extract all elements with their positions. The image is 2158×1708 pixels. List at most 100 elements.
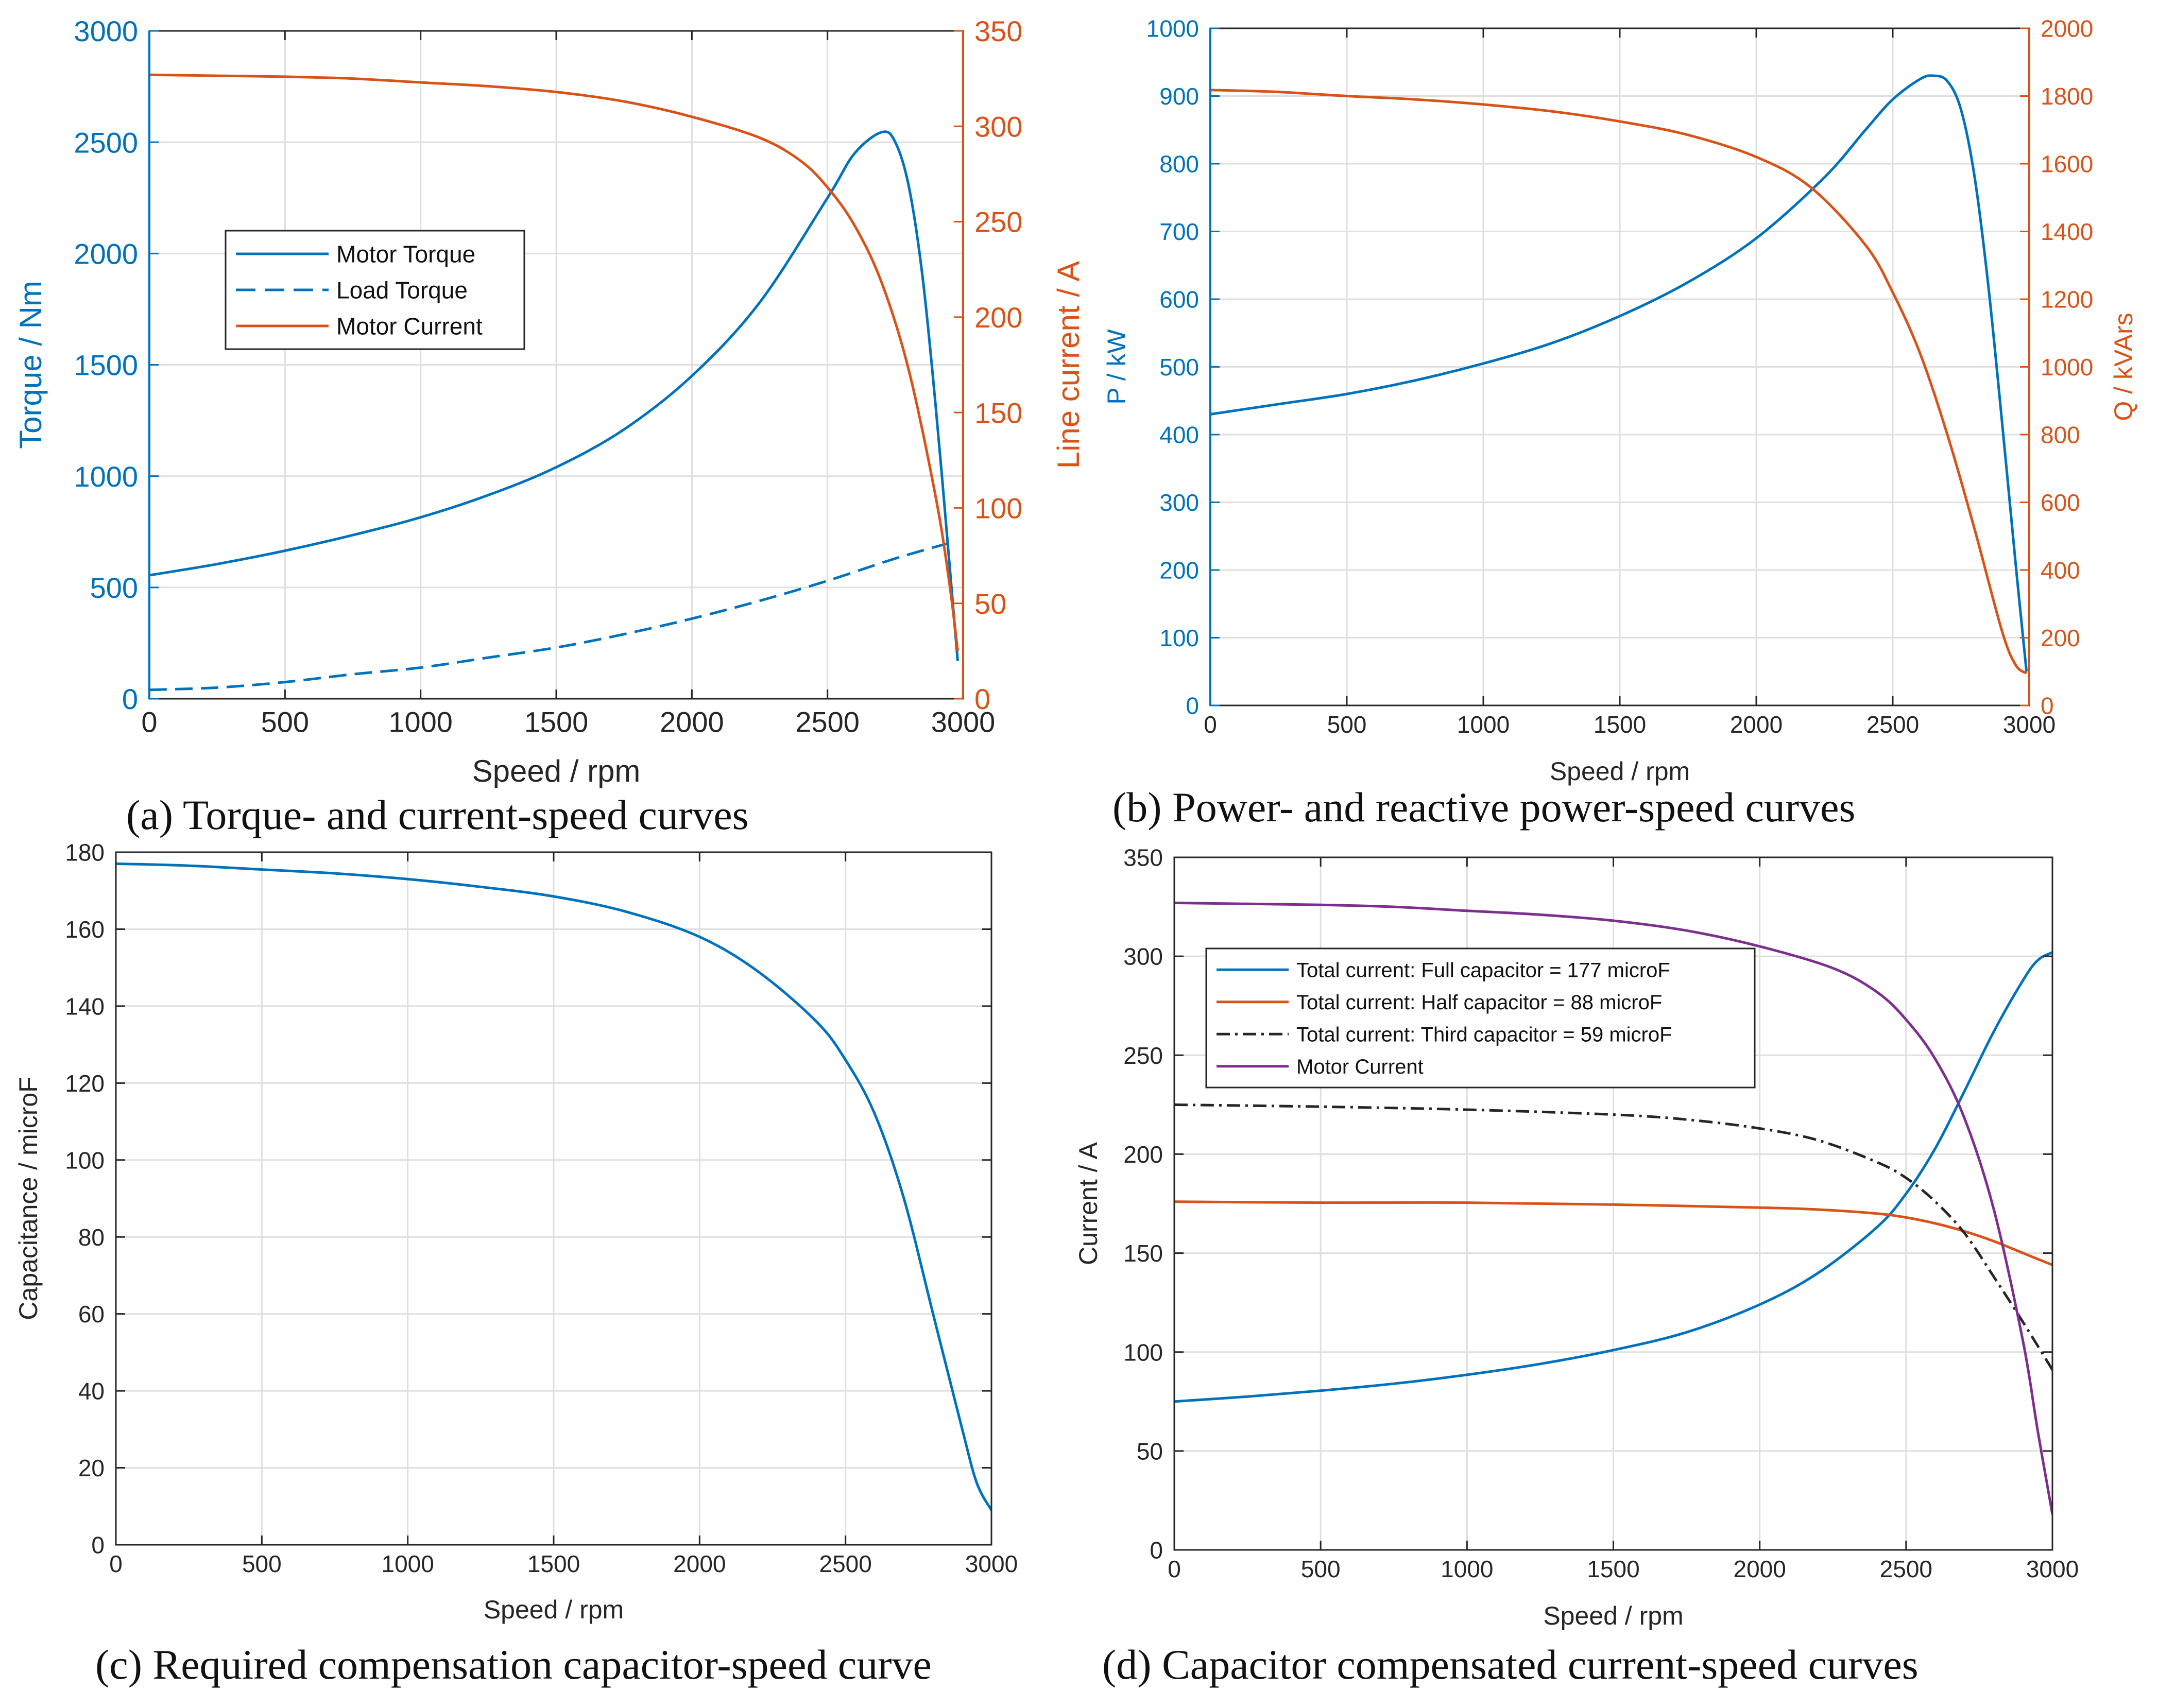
x-tick-label: 500 (1301, 1556, 1341, 1582)
panel-c-caption: (c) Required compensation capacitor-spee… (95, 1641, 932, 1688)
x-tick-label: 1000 (388, 705, 453, 738)
panel-d-x-axis-label: Speed / rpm (1543, 1601, 1683, 1630)
y-tick-label: 50 (1137, 1438, 1163, 1464)
series-line (149, 130, 959, 661)
y-tick-label: 0 (1150, 1537, 1163, 1564)
series-line (149, 73, 959, 651)
x-tick-label: 2500 (1880, 1556, 1932, 1582)
y-right-tick-label: 1200 (2041, 286, 2093, 313)
y-tick-label: 1500 (74, 349, 138, 382)
y-tick-label: 20 (78, 1455, 105, 1481)
y-right-tick-label: 350 (974, 15, 1022, 47)
y-tick-label: 0 (122, 683, 138, 715)
y-right-tick-label: 250 (974, 206, 1022, 238)
x-tick-label: 2500 (1866, 711, 1919, 738)
panel-d-y-axis-label: Current / A (1074, 1142, 1103, 1265)
panel-d-legend-box (1205, 947, 1756, 1089)
y-tick-label: 100 (1123, 1339, 1163, 1366)
panel-a-right-axis-label: Line current / A (1051, 261, 1086, 469)
panel-c-plot: 0 500 1000 1500 2000 2500 3000 0 20 40 60 80 100 120 1… (65, 839, 1018, 1577)
x-tick-label: 2000 (673, 1550, 726, 1577)
panel-a: 0 500 1000 1500 2000 2500 30000500100015002000… (13, 15, 1086, 838)
y-tick-label: 60 (78, 1301, 105, 1327)
x-tick-label: 3000 (965, 1550, 1018, 1577)
panel-b-plot: 0 500 1000 1500 2000 2500 30000100200300400500… (1146, 15, 2094, 738)
y-tick-label: 400 (1159, 422, 1199, 448)
y-tick-label: 700 (1159, 218, 1199, 245)
y-tick-label: 140 (65, 993, 105, 1020)
y-tick-label: 180 (65, 839, 105, 866)
x-tick-label: 2000 (1733, 1556, 1786, 1582)
y-tick-label: 40 (78, 1378, 105, 1405)
y-tick-label: 120 (65, 1070, 105, 1097)
y-tick-label: 350 (1123, 844, 1163, 871)
x-tick-label: 0 (1168, 1556, 1181, 1582)
panel-d-legend-entry: Motor Current (1296, 1056, 1424, 1078)
y-right-tick-label: 1400 (2041, 218, 2093, 245)
y-tick-label: 1000 (1146, 15, 1199, 42)
panel-d-legend-entry: Total current: Half capacitor = 88 micro… (1296, 991, 1662, 1014)
y-tick-label: 600 (1159, 286, 1199, 313)
y-tick-label: 3000 (74, 15, 138, 47)
x-tick-label: 3000 (931, 705, 996, 738)
y-right-tick-label: 100 (974, 492, 1022, 525)
x-tick-label: 500 (261, 705, 309, 738)
panel-c: 0 500 1000 1500 2000 2500 3000 0 20 40 60 80 100 120 1… (14, 839, 1018, 1688)
x-tick-label: 1000 (1457, 711, 1510, 738)
series-line (1174, 901, 2052, 1515)
panel-c-x-axis-label: Speed / rpm (484, 1595, 624, 1624)
panel-b-right-axis-label: Q / kVArs (2109, 313, 2138, 421)
y-tick-label: 0 (1186, 693, 1199, 719)
y-tick-label: 2500 (74, 126, 138, 159)
y-right-tick-label: 0 (974, 683, 990, 715)
panel-b: 0 500 1000 1500 2000 2500 30000100200300400500… (1102, 15, 2138, 831)
series-line (1210, 74, 2028, 672)
x-tick-label: 3000 (2003, 711, 2056, 738)
y-tick-label: 80 (78, 1224, 105, 1251)
panel-a-legend: Motor Torque Load Torque Motor Current (225, 230, 525, 350)
x-tick-label: 3000 (2026, 1556, 2079, 1582)
x-tick-label: 1500 (524, 705, 589, 738)
x-tick-label: 2500 (795, 705, 860, 738)
y-tick-label: 150 (1123, 1240, 1163, 1267)
y-tick-label: 160 (65, 916, 105, 943)
y-right-tick-label: 1000 (2041, 354, 2093, 381)
x-tick-label: 0 (141, 705, 157, 738)
y-right-tick-label: 200 (2041, 625, 2080, 651)
x-tick-label: 1500 (527, 1550, 580, 1577)
y-right-tick-label: 50 (974, 588, 1006, 620)
y-tick-label: 2000 (74, 237, 138, 270)
y-tick-label: 0 (91, 1532, 105, 1559)
y-right-tick-label: 150 (974, 396, 1022, 429)
panel-a-plot: 0 500 1000 1500 2000 2500 30000500100015002000… (74, 15, 1022, 738)
panel-b-left-axis-label: P / kW (1102, 329, 1131, 405)
x-tick-label: 1000 (1441, 1556, 1493, 1582)
x-tick-label: 2000 (1730, 711, 1783, 738)
panel-b-x-axis-label: Speed / rpm (1550, 757, 1690, 786)
panel-c-y-axis-label: Capacitance / microF (14, 1077, 43, 1320)
y-right-tick-label: 400 (2041, 557, 2080, 584)
panel-d-caption: (d) Capacitor compensated current-speed … (1102, 1641, 1919, 1688)
y-tick-label: 250 (1123, 1042, 1163, 1069)
x-tick-label: 2500 (819, 1550, 871, 1577)
panel-d-legend-entry: Total current: Full capacitor = 177 micr… (1296, 959, 1670, 982)
y-tick-label: 1000 (74, 460, 138, 493)
panel-b-caption: (b) Power- and reactive power-speed curv… (1112, 784, 1855, 831)
series-line (149, 541, 950, 692)
y-tick-label: 300 (1159, 489, 1199, 516)
series-line (116, 862, 991, 1511)
y-tick-label: 100 (65, 1147, 105, 1174)
series-line (1174, 1200, 2052, 1266)
x-tick-label: 2000 (660, 705, 724, 738)
x-tick-label: 500 (242, 1550, 282, 1577)
y-right-tick-label: 300 (974, 110, 1022, 143)
y-tick-label: 200 (1159, 557, 1199, 584)
panel-a-x-axis-label: Speed / rpm (472, 754, 641, 788)
y-right-tick-label: 1800 (2041, 83, 2093, 110)
y-right-tick-label: 2000 (2041, 15, 2093, 42)
y-right-tick-label: 0 (2041, 693, 2054, 719)
panel-d: 0 500 1000 1500 2000 2500 3000 0 50 100 150 200 250 3… (1074, 844, 2079, 1688)
x-tick-label: 0 (1204, 711, 1217, 738)
x-tick-label: 1500 (1594, 711, 1646, 738)
